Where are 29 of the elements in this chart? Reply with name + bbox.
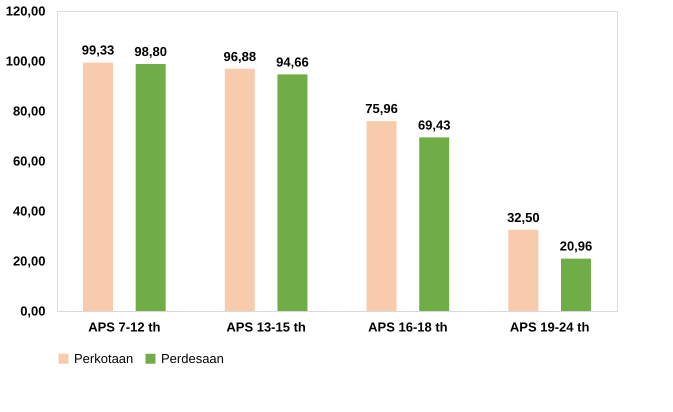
bar: [136, 64, 166, 311]
y-tick-label: 120,00: [6, 4, 46, 18]
data-label: 99,33: [82, 42, 114, 58]
data-label: 98,80: [134, 44, 167, 59]
x-tick-label: APS 13-15 th: [226, 320, 306, 334]
x-tick-label: APS 16-18 th: [368, 320, 448, 334]
bar: [560, 258, 591, 311]
y-tick-label: 100,00: [6, 54, 46, 68]
bar: [419, 137, 450, 311]
x-tick-label: APS 7-12 th: [88, 320, 161, 334]
bar: [277, 74, 308, 311]
bar: [508, 230, 538, 311]
x-tick-label: APS 19-24 th: [510, 320, 590, 334]
bar: [83, 62, 114, 311]
y-tick-label: 0,00: [20, 304, 46, 318]
data-label: 96,88: [224, 48, 256, 64]
data-label: 32,50: [507, 210, 540, 225]
legend-label: Perdesaan: [161, 350, 224, 366]
data-label: 94,66: [276, 54, 309, 70]
y-tick-label: 80,00: [12, 104, 46, 118]
data-label: 75,96: [365, 101, 398, 116]
y-tick-label: 40,00: [12, 204, 46, 218]
legend-label: Perkotaan: [74, 350, 134, 366]
bar: [224, 68, 255, 311]
y-tick-label: 60,00: [12, 154, 46, 168]
bar: [366, 121, 397, 311]
y-tick-label: 20,00: [12, 254, 46, 268]
data-label: 20,96: [560, 238, 592, 254]
data-label: 69,43: [418, 117, 450, 132]
